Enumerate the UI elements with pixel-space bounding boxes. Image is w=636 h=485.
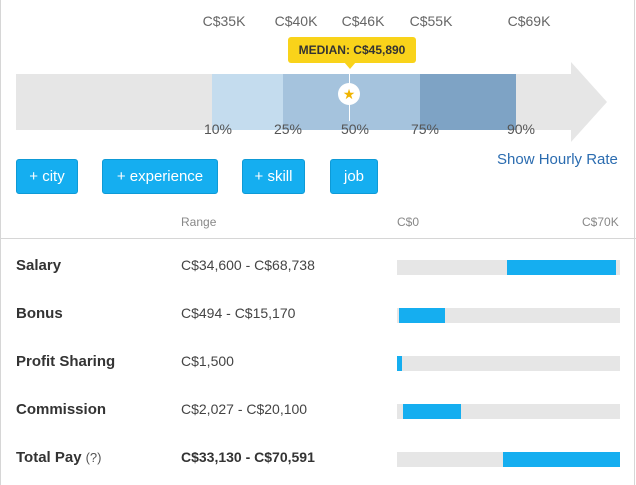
row-range: C$2,027 - C$20,100	[181, 401, 308, 417]
range-bar-track	[397, 356, 620, 371]
show-hourly-rate-link[interactable]: Show Hourly Rate	[497, 151, 618, 168]
range-bar-fill	[403, 404, 462, 419]
range-bar-track	[397, 260, 620, 275]
percentile-band-75-90	[420, 74, 516, 130]
range-column-header: Range	[181, 215, 217, 229]
percentile-10-label: 10%	[203, 121, 233, 137]
range-bar-fill	[398, 308, 446, 323]
row-label-text: Total Pay	[16, 449, 82, 466]
row-label: Salary	[16, 257, 62, 274]
job-button[interactable]: job	[330, 159, 378, 194]
percentile-25-label: 25%	[273, 121, 303, 137]
range-bar-fill	[502, 452, 620, 467]
scale-min-label: C$0	[397, 215, 420, 229]
percentile-75-value: C$55K	[409, 13, 453, 29]
row-range: C$1,500	[181, 353, 234, 369]
percentile-band-10-25	[212, 74, 283, 130]
percentile-50-value: C$46K	[341, 13, 385, 29]
row-label: Profit Sharing	[16, 353, 116, 370]
median-badge-pointer	[344, 62, 356, 69]
percentile-90-value: C$69K	[507, 13, 551, 29]
row-range: C$34,600 - C$68,738	[181, 257, 315, 273]
add-skill-button[interactable]: + skill	[242, 159, 305, 194]
pay-range-arrow-head	[571, 62, 607, 142]
row-label: Bonus	[16, 305, 63, 322]
range-bar-fill	[397, 356, 402, 371]
percentile-10-value: C$35K	[202, 13, 246, 29]
add-city-button[interactable]: + city	[16, 159, 78, 194]
star-icon: ★	[338, 83, 360, 105]
frame-border-right	[634, 0, 635, 485]
percentile-50-label: 50%	[340, 121, 370, 137]
table-header-divider	[0, 238, 636, 239]
frame-border-left	[0, 0, 1, 485]
scale-max-label: C$70K	[582, 215, 619, 229]
add-experience-button[interactable]: + experience	[102, 159, 218, 194]
percentile-25-value: C$40K	[274, 13, 318, 29]
row-range: C$494 - C$15,170	[181, 305, 296, 321]
range-bar-fill	[507, 260, 616, 275]
median-badge: MEDIAN: C$45,890	[288, 37, 416, 63]
help-link[interactable]: (?)	[85, 450, 102, 465]
percentile-75-label: 75%	[410, 121, 440, 137]
range-bar-track	[397, 308, 620, 323]
range-bar-track	[397, 452, 620, 467]
range-bar-track	[397, 404, 620, 419]
row-label: Total Pay (?)	[16, 449, 101, 466]
row-label: Commission	[16, 401, 107, 418]
row-range: C$33,130 - C$70,591	[181, 449, 315, 465]
percentile-90-label: 90%	[506, 121, 536, 137]
